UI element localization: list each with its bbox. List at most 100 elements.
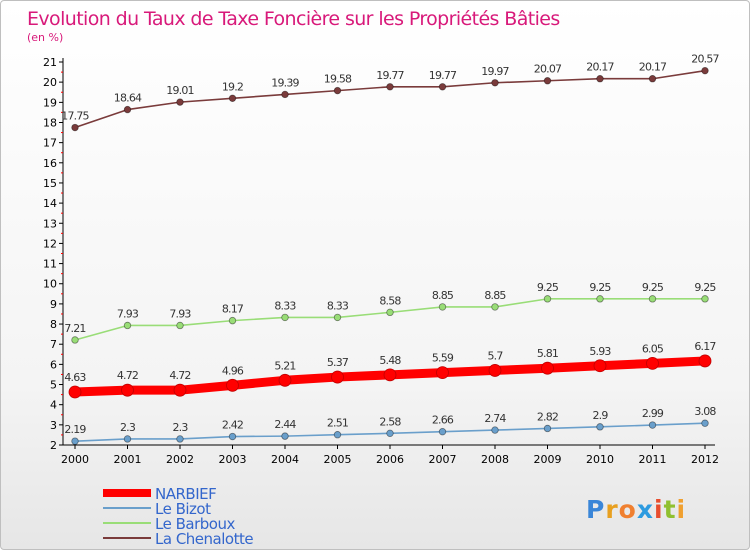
data-label: 9.25 — [642, 281, 664, 294]
data-point — [333, 431, 342, 439]
data-point — [701, 295, 709, 303]
data-point — [68, 385, 82, 399]
series-le-barboux: 7.21 7.93 7.93 8.17 8.33 8.33 8.58 8.85 8.85 9.25… — [64, 281, 717, 344]
x-tick-label: 2001 — [114, 453, 142, 466]
logo-letter: i — [654, 495, 664, 524]
x-tick-label: 2006 — [376, 453, 404, 466]
data-point — [71, 123, 79, 132]
x-tick-label: 2003 — [219, 453, 247, 466]
y-tick-label: 14 — [43, 197, 57, 210]
data-point — [123, 105, 132, 114]
data-point — [333, 86, 342, 95]
data-label: 6.05 — [642, 342, 664, 355]
logo-letter: o — [619, 495, 637, 524]
data-label: 6.17 — [694, 340, 716, 353]
data-label: 18.64 — [114, 92, 142, 105]
data-label: 2.9 — [592, 409, 608, 422]
data-label: 4.72 — [117, 369, 138, 382]
y-tick-label: 8 — [50, 318, 57, 331]
data-label: 8.85 — [432, 289, 454, 302]
data-point — [176, 98, 184, 106]
data-label: 19.39 — [271, 76, 299, 89]
chart-title: Evolution du Taux de Taxe Foncière sur l… — [27, 8, 560, 30]
series-layer: 17.75 18.64 19.01 19.2 19.39 19.58 19.77 19.77 1… — [61, 53, 720, 445]
data-label: 2.42 — [222, 419, 243, 432]
data-point — [386, 83, 394, 91]
x-tick-label: 2009 — [534, 453, 562, 466]
data-point — [383, 368, 397, 382]
data-label: 19.01 — [166, 84, 194, 97]
data-point — [173, 383, 187, 397]
data-point — [436, 366, 449, 380]
data-point — [543, 77, 552, 85]
data-point — [438, 303, 447, 311]
data-label: 2.58 — [379, 415, 401, 428]
x-tick-label: 2005 — [324, 453, 352, 466]
logo-letter: r — [605, 495, 618, 524]
data-label: 20.57 — [691, 53, 719, 66]
series-narbief: 4.63 4.72 4.72 4.96 5.21 5.37 5.48 5.59 5.7 5.81 5… — [64, 340, 717, 399]
x-tick-label: 2000 — [61, 453, 89, 466]
data-label: 3.08 — [694, 405, 716, 418]
data-label: 19.97 — [481, 65, 509, 78]
data-label: 5.93 — [589, 345, 611, 358]
data-label: 19.2 — [222, 80, 243, 93]
legend-label: La Chenalotte — [155, 530, 253, 548]
x-tick-label: 2012 — [691, 453, 719, 466]
data-point — [281, 90, 289, 99]
y-tick-label: 5 — [50, 379, 57, 392]
data-label: 9.25 — [694, 281, 716, 294]
data-point — [176, 435, 184, 443]
y-tick-label: 17 — [43, 137, 57, 150]
data-label: 5.37 — [327, 356, 349, 369]
data-point — [596, 423, 604, 431]
data-point — [71, 336, 79, 344]
data-point — [698, 354, 712, 368]
y-tick-label: 21 — [43, 56, 57, 69]
legend-label: Le Bizot — [155, 500, 211, 518]
y-tick-label: 6 — [50, 358, 57, 371]
data-point — [386, 308, 394, 317]
logo-letter: i — [677, 495, 687, 524]
data-label: 5.48 — [379, 354, 401, 367]
y-tick-label: 16 — [43, 157, 57, 170]
data-point — [281, 432, 289, 440]
data-point — [596, 295, 604, 303]
data-point — [278, 373, 292, 387]
data-label: 2.51 — [327, 417, 348, 430]
data-label: 2.19 — [64, 423, 86, 436]
logo-letter: x — [637, 495, 654, 524]
data-label: 2.66 — [432, 414, 454, 427]
data-label: 4.72 — [169, 369, 190, 382]
data-label: 5.59 — [432, 352, 454, 365]
data-label: 2.82 — [537, 410, 558, 423]
data-point — [491, 303, 499, 311]
data-point — [281, 313, 289, 322]
data-point — [228, 316, 237, 325]
data-label: 5.7 — [487, 349, 503, 362]
data-point — [491, 426, 499, 434]
data-point — [543, 295, 552, 303]
data-label: 17.75 — [61, 110, 89, 123]
logo-letter: t — [664, 495, 677, 524]
data-label: 9.25 — [589, 281, 611, 294]
data-point — [701, 419, 709, 427]
data-point — [123, 435, 132, 443]
data-point — [491, 79, 499, 87]
data-point — [71, 437, 79, 445]
data-point — [646, 356, 659, 370]
proxiti-logo: Proxiti — [586, 495, 687, 524]
data-point — [596, 75, 604, 83]
data-point — [228, 94, 237, 102]
x-tick-label: 2002 — [166, 453, 194, 466]
data-label: 8.33 — [274, 299, 296, 312]
y-tick-label: 7 — [50, 338, 57, 351]
data-point — [701, 66, 709, 75]
y-tick-label: 3 — [50, 419, 57, 432]
data-label: 9.25 — [537, 281, 559, 294]
data-label: 4.96 — [222, 364, 244, 377]
legend-label: NARBIEF — [155, 485, 216, 503]
data-point — [648, 421, 657, 429]
